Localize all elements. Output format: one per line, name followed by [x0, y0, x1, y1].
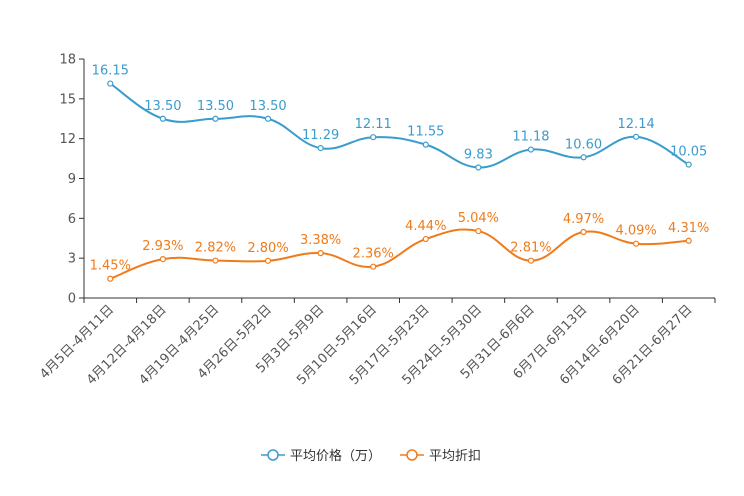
- y-tick-label: 9: [68, 172, 76, 187]
- legend-discount-label: 平均折扣: [429, 449, 481, 464]
- axes: [83, 59, 715, 299]
- data-label: 11.18: [512, 130, 549, 145]
- data-label: 3.38%: [300, 233, 341, 248]
- data-label: 1.45%: [90, 259, 131, 274]
- data-point[interactable]: [317, 144, 324, 152]
- y-tick-label: 18: [59, 53, 76, 68]
- data-label: 13.50: [249, 99, 286, 114]
- data-point[interactable]: [370, 263, 377, 270]
- data-point[interactable]: [527, 146, 535, 153]
- data-label: 13.50: [197, 99, 234, 114]
- x-ticks: 4月5日-4月11日4月12日-4月18日4月19日-4月25日4月26日-5月…: [37, 298, 716, 388]
- data-point[interactable]: [107, 275, 114, 282]
- data-point[interactable]: [633, 240, 640, 247]
- legend-discount-marker-icon: [406, 449, 418, 461]
- data-label: 12.11: [355, 117, 392, 132]
- data-point[interactable]: [317, 250, 324, 257]
- y-tick-label: 3: [68, 252, 76, 267]
- data-point[interactable]: [159, 255, 166, 263]
- y-ticks: 0 3 6 9 12 15 18: [59, 53, 84, 307]
- legend-price-label: 平均价格（万）: [290, 448, 381, 464]
- data-point[interactable]: [475, 227, 482, 235]
- data-point[interactable]: [264, 115, 272, 122]
- y-tick-label: 0: [68, 292, 76, 307]
- data-point[interactable]: [580, 154, 587, 161]
- data-label: 4.97%: [563, 212, 604, 227]
- legend: 平均价格（万） 平均折扣: [261, 448, 481, 464]
- data-label: 2.82%: [195, 241, 236, 256]
- data-point[interactable]: [475, 164, 482, 171]
- data-label: 5.04%: [458, 211, 499, 226]
- data-point[interactable]: [527, 257, 535, 264]
- data-point[interactable]: [685, 237, 692, 244]
- data-point[interactable]: [212, 115, 219, 122]
- data-label: 2.93%: [142, 239, 183, 254]
- data-label: 12.14: [618, 117, 655, 132]
- data-label: 13.50: [144, 99, 181, 114]
- data-point[interactable]: [212, 257, 219, 264]
- data-point[interactable]: [264, 257, 272, 264]
- data-point[interactable]: [370, 134, 377, 141]
- series-layer: [107, 80, 692, 282]
- data-point[interactable]: [107, 80, 114, 87]
- data-labels: 16.15 13.50 13.50 13.50 11.29 12.11 11.55 9.83 1…: [90, 64, 710, 274]
- data-point[interactable]: [159, 115, 166, 122]
- y-tick-label: 15: [59, 92, 76, 107]
- data-label: 2.81%: [510, 241, 551, 256]
- data-label: 2.36%: [353, 247, 394, 262]
- legend-item-price[interactable]: 平均价格（万）: [261, 448, 381, 464]
- data-label: 4.31%: [668, 221, 709, 236]
- data-label: 11.29: [302, 128, 339, 143]
- data-label: 4.44%: [405, 219, 446, 234]
- data-point[interactable]: [422, 235, 429, 243]
- data-label: 4.09%: [615, 224, 656, 239]
- data-label: 2.80%: [247, 241, 288, 256]
- data-label: 10.60: [565, 137, 602, 152]
- data-point[interactable]: [422, 141, 429, 148]
- y-tick-label: 12: [59, 132, 76, 147]
- data-label: 16.15: [92, 64, 129, 79]
- y-tick-label: 6: [68, 212, 76, 227]
- data-point[interactable]: [580, 228, 587, 236]
- data-label: 9.83: [464, 147, 493, 162]
- data-point[interactable]: [633, 133, 640, 140]
- legend-item-discount[interactable]: 平均折扣: [400, 449, 481, 464]
- series-line-0: [109, 82, 690, 169]
- data-label: 10.05: [670, 145, 707, 160]
- data-point[interactable]: [685, 161, 692, 168]
- data-label: 11.55: [407, 125, 444, 140]
- legend-price-marker-icon: [267, 449, 279, 461]
